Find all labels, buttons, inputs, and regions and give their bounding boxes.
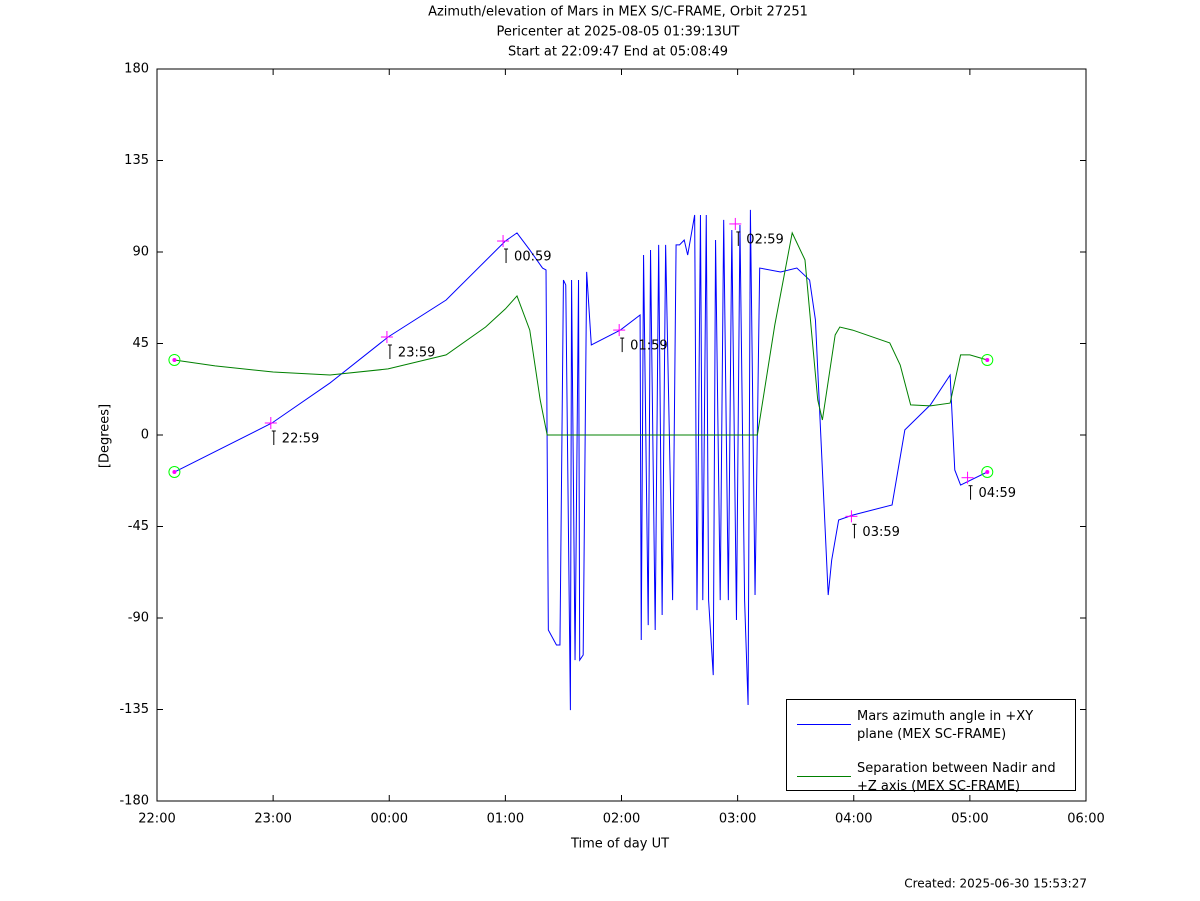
y-axis-label: [Degrees] <box>98 404 113 468</box>
y-tick-label: -135 <box>119 702 149 717</box>
legend-swatch <box>797 724 851 725</box>
annotation-label: 04:59 <box>979 486 1016 501</box>
endpoint-dot <box>985 357 990 362</box>
annotation-label: 22:59 <box>282 432 319 447</box>
legend: Mars azimuth angle in +XY plane (MEX SC-… <box>786 699 1076 794</box>
endpoint-dot <box>172 357 177 362</box>
legend-label: Separation between Nadir and +Z axis (ME… <box>857 761 1056 794</box>
legend-swatch <box>797 776 851 777</box>
x-tick-label: 00:00 <box>371 812 408 827</box>
chart-note: Start at 22:09:47 End at 05:08:49 <box>508 45 728 60</box>
x-tick-label: 22:00 <box>138 812 175 827</box>
y-tick-label: 90 <box>132 245 149 260</box>
annotation-label: 03:59 <box>862 525 899 540</box>
endpoint-marker <box>981 466 994 479</box>
x-axis-label: Time of day UT <box>570 837 669 852</box>
hour-marker <box>613 324 626 353</box>
y-tick-label: 0 <box>141 428 149 443</box>
series-line <box>174 209 988 711</box>
x-tick-label: 03:00 <box>719 812 756 827</box>
hour-marker <box>961 471 974 500</box>
hour-marker <box>845 510 858 539</box>
endpoint-dot <box>172 470 177 475</box>
endpoint-marker <box>168 353 181 366</box>
x-tick-label: 06:00 <box>1067 812 1104 827</box>
x-tick-label: 01:00 <box>487 812 524 827</box>
endpoint-marker <box>981 353 994 366</box>
y-tick-label: -90 <box>128 611 149 626</box>
footer: Created: 2025-06-30 15:53:27 <box>904 877 1087 891</box>
hour-marker <box>380 330 393 359</box>
annotation-label: 00:59 <box>514 250 551 265</box>
y-tick-label: -45 <box>128 519 149 534</box>
y-tick-label: 135 <box>124 153 149 168</box>
endpoint-marker <box>168 466 181 479</box>
x-tick-label: 05:00 <box>951 812 988 827</box>
endpoint-dot <box>985 470 990 475</box>
chart-subtitle: Pericenter at 2025-08-05 01:39:13UT <box>496 25 739 40</box>
y-tick-label: -180 <box>119 794 149 809</box>
y-tick-label: 45 <box>132 336 149 351</box>
series-line <box>174 231 988 436</box>
hour-marker <box>264 417 277 446</box>
x-tick-label: 04:00 <box>835 812 872 827</box>
annotation-label: 02:59 <box>746 232 783 247</box>
chart-title: Azimuth/elevation of Mars in MEX S/C-FRA… <box>428 5 808 20</box>
hour-marker <box>497 235 510 264</box>
x-tick-label: 02:00 <box>603 812 640 827</box>
hour-marker <box>729 217 742 246</box>
x-tick-label: 23:00 <box>254 812 291 827</box>
legend-label: Mars azimuth angle in +XY plane (MEX SC-… <box>857 709 1034 742</box>
y-tick-label: 180 <box>124 62 149 77</box>
annotation-label: 01:59 <box>630 339 667 354</box>
annotation-label: 23:59 <box>398 345 435 360</box>
